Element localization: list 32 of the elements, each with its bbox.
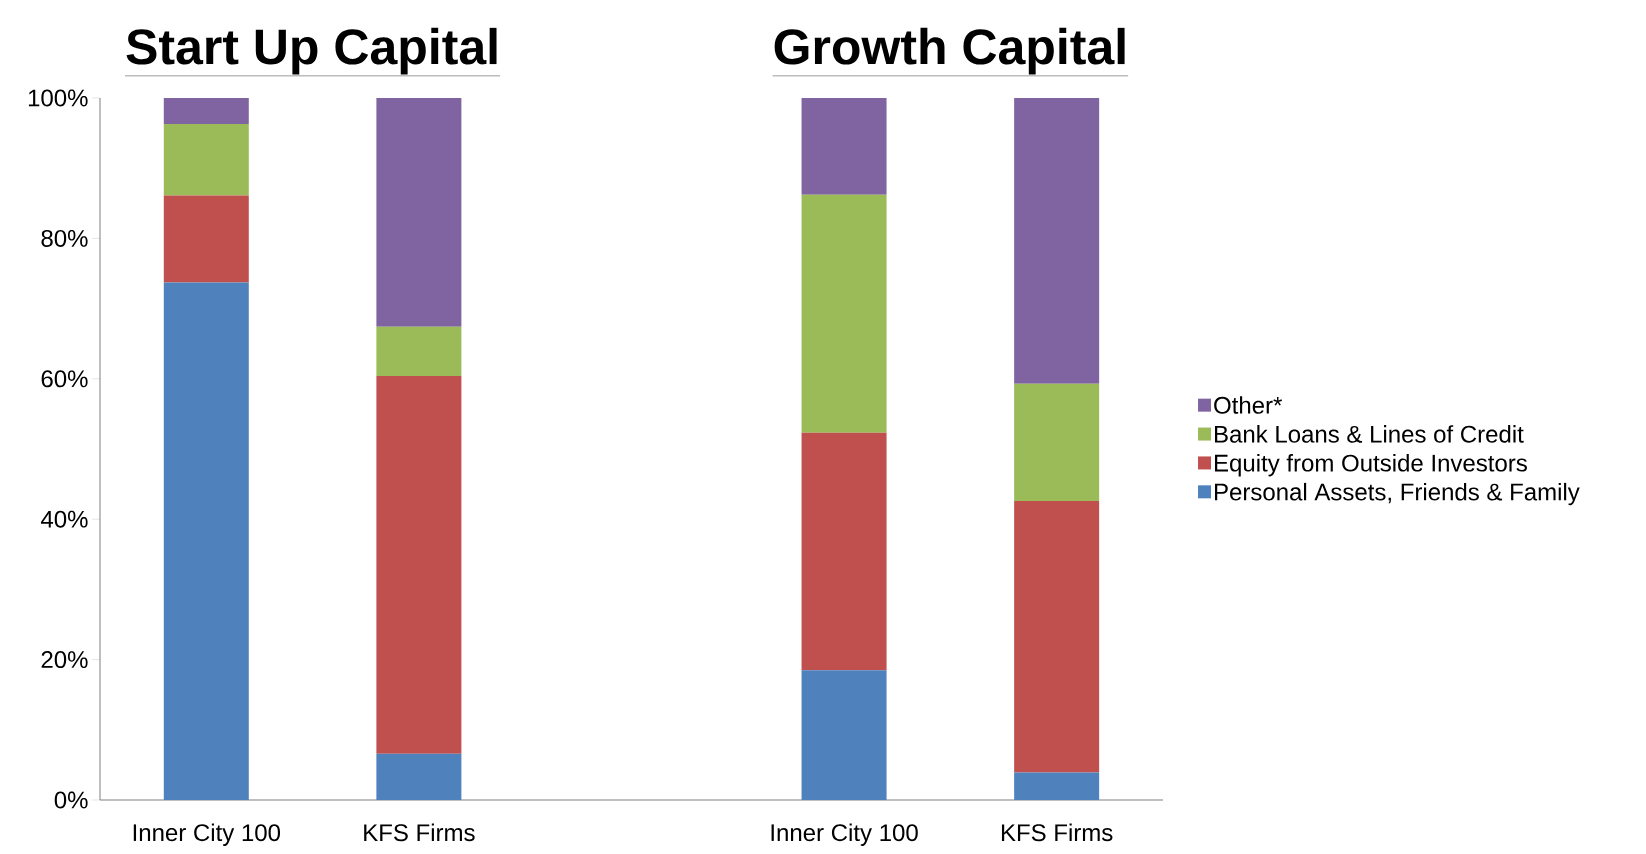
x-tick-label: Inner City 100	[771, 823, 918, 846]
bar	[376, 97, 462, 327]
bar	[1014, 383, 1100, 501]
text: Start Up Capital	[126, 27, 497, 75]
legend-label: Equity from Outside Investors	[1215, 453, 1527, 477]
x-tick-label: KFS Firms	[1001, 823, 1113, 842]
bar	[376, 375, 462, 754]
bar	[376, 753, 462, 800]
bar	[801, 97, 887, 195]
y-tick-label: 100%	[28, 89, 88, 107]
bar	[163, 123, 249, 196]
y-tick-label: 80%	[41, 229, 88, 247]
x-tick-label: Inner City 100	[133, 823, 281, 846]
y-tick-label: 40%	[40, 510, 88, 528]
y-tick-label: 20%	[41, 651, 88, 669]
bar	[1014, 97, 1100, 384]
bar	[1014, 772, 1100, 800]
legend-label: Personal Assets, Friends & Family	[1215, 482, 1580, 506]
bar	[1014, 500, 1100, 773]
y-tick-label: 60%	[41, 370, 88, 388]
legend-label: Bank Loans & Lines of Credit	[1215, 425, 1524, 443]
bar	[163, 195, 249, 283]
bar	[801, 194, 887, 433]
bar	[163, 97, 249, 124]
legend-label: Other*	[1214, 396, 1283, 414]
bar	[376, 326, 462, 376]
bar	[801, 670, 887, 800]
bar	[163, 282, 249, 800]
text: Growth Capital	[774, 27, 1125, 75]
bar	[801, 432, 887, 671]
x-tick-label: KFS Firms	[364, 823, 475, 842]
y-tick-label: 0%	[54, 791, 88, 809]
